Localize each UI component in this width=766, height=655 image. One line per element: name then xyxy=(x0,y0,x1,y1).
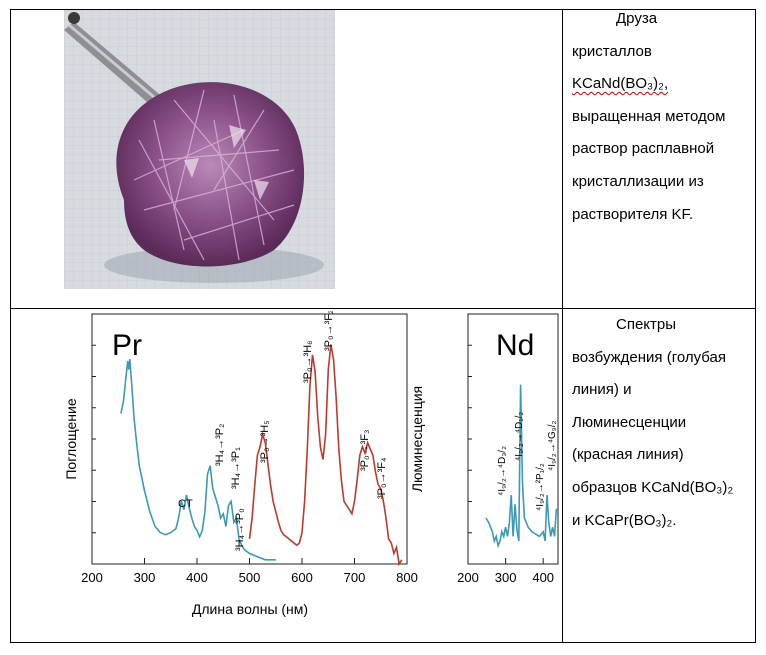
row1-line: растворителя KF. xyxy=(572,205,694,223)
transition-label: ³H₄→³P₂ xyxy=(214,424,226,466)
y-axis-label: Люминесценция xyxy=(409,386,425,492)
y-axis-label: Поглощение xyxy=(63,398,79,479)
transition-label: ⁴I₉/₂→²P₁/₂ xyxy=(535,463,546,511)
x-tick-label: 400 xyxy=(186,570,208,585)
transition-label: ⁴I₉/₂→⁴G₉/₂ xyxy=(547,420,558,471)
table-column-divider xyxy=(562,9,563,643)
x-axis-label: Длина волны (нм) xyxy=(192,601,308,617)
transition-label: ³P₀→³F₄ xyxy=(376,457,388,499)
x-tick-label: 300 xyxy=(495,570,517,585)
row1-description: Друза кристаллов KCaNd(BO₃)₂, выращенная… xyxy=(572,3,752,231)
x-tick-label: 600 xyxy=(291,570,313,585)
x-tick-label: 300 xyxy=(134,570,156,585)
row1-line: Друза xyxy=(616,10,658,27)
x-tick-label: 500 xyxy=(239,570,261,585)
row1-line: KCaNd(BO₃)₂, xyxy=(572,75,669,93)
transition-label: ³P₀→³F₂ xyxy=(323,311,335,351)
transition-label: ⁴I₉/₂→⁴D₁/₂ xyxy=(514,412,525,461)
transition-label: ³H₄→³P₀ xyxy=(234,508,246,551)
table-row-divider xyxy=(10,308,756,309)
transition-label: CT xyxy=(178,498,193,510)
transition-label: ³H₄→³P₁ xyxy=(230,447,242,489)
spectra-figure: 200 300 400 500 600 700 800 Pr Поглощение Длина в… xyxy=(60,310,560,641)
series-line-0 xyxy=(485,384,558,549)
row2-description: Спектры возбуждения (голубая линия) и Лю… xyxy=(572,309,752,537)
transition-label: ³P₀→³H₆ xyxy=(302,340,314,383)
transition-label: ³P₀→³H₅ xyxy=(259,420,271,463)
crystal-druse-image xyxy=(64,10,335,289)
row2-line: (красная линия) xyxy=(572,446,684,464)
row2-line: линия) и xyxy=(572,381,632,399)
series-line-1 xyxy=(248,344,403,567)
row1-line: раствор расплавной xyxy=(572,140,715,158)
chart-title: Nd xyxy=(496,329,534,362)
x-tick-label: 700 xyxy=(344,570,366,585)
row1-line: кристаллов xyxy=(572,42,652,60)
x-tick-label: 200 xyxy=(457,570,479,585)
spectra-svg: 200 300 400 500 600 700 800 Pr Поглощение Длина в… xyxy=(63,310,559,617)
row2-line: Люминесценции xyxy=(572,413,687,431)
x-tick-label: 800 xyxy=(396,570,418,585)
row2-line: Спектры xyxy=(616,316,677,333)
chart-title: Pr xyxy=(112,329,142,362)
x-tick-label: 200 xyxy=(81,570,103,585)
row2-line: образцов KCaNd(BO₃)₂ xyxy=(572,478,734,496)
crystal-druse-photo xyxy=(64,10,335,289)
transition-label: ⁴I₉/₂→⁴D₃/₂ xyxy=(497,446,508,496)
table xyxy=(10,9,756,643)
row1-line: выращенная методом xyxy=(572,107,726,125)
series-line-0 xyxy=(120,359,276,561)
x-tick-label: 400 xyxy=(532,570,554,585)
transition-label: ³P₀→³F₃ xyxy=(359,430,371,471)
row1-line: кристаллизации из xyxy=(572,172,704,190)
row2-line: возбуждения (голубая xyxy=(572,348,726,366)
row2-line: и KCaPr(BO₃)₂. xyxy=(572,511,677,529)
